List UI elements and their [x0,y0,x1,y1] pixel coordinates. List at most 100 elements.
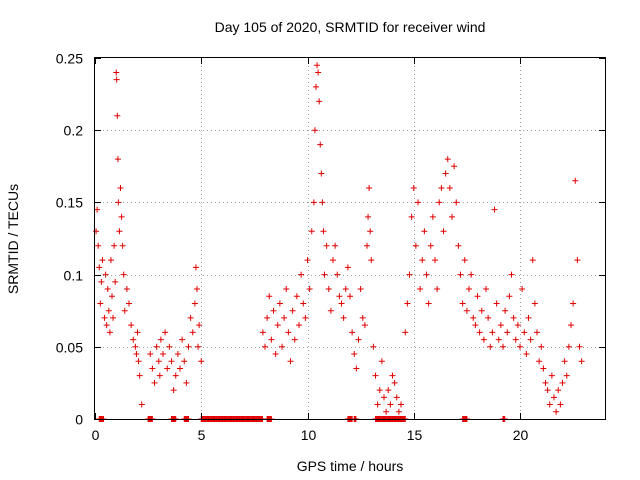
data-point [534,329,540,336]
data-point [160,351,166,358]
data-point [440,228,447,235]
data-point [555,387,562,394]
data-point [514,322,521,329]
data-point [383,408,390,415]
data-point [370,343,377,350]
data-point [395,408,402,415]
axis-ticks: 0 0.05 0.1 0.15 0.2 0.25 0 5 10 15 20 [56,51,605,443]
data-point [461,257,468,264]
data-point [174,351,181,358]
data-point [563,372,570,379]
data-point [453,199,460,206]
data-point [323,242,330,249]
data-point [99,257,106,264]
data-point [487,343,494,350]
data-point [355,336,362,343]
data-point [367,228,374,235]
data-point [183,379,190,386]
data-point [366,184,373,191]
data-point [376,387,383,394]
data-point [195,343,202,350]
data-point [508,271,515,278]
data-point [98,278,105,285]
data-point [325,286,332,293]
data-point [451,163,458,170]
data-point [192,264,199,271]
data-point [344,264,351,271]
data-point [425,300,432,307]
data-point [565,343,572,350]
data-point [185,343,192,350]
data-point [285,329,292,336]
data-point [559,379,566,386]
data-point [198,358,205,365]
data-point [166,343,173,350]
data-point [419,257,426,264]
data-point [259,329,266,336]
data-point [296,322,302,329]
data-point [308,228,315,235]
data-point [538,343,545,350]
data-point [334,271,341,278]
data-point [338,300,345,307]
data-point [266,293,273,300]
data-point [463,307,470,314]
data-point [118,213,125,220]
data-point [113,69,120,76]
data-point [187,314,194,321]
y-tick-label: 0.2 [64,123,84,139]
data-point [306,286,313,293]
data-point [551,394,557,401]
data-point [313,83,319,90]
x-tick-label: 5 [198,427,206,443]
data-point [156,372,163,379]
data-point [317,141,324,148]
data-point [429,213,436,220]
data-point [177,365,183,372]
data-point [391,379,398,386]
data-point [478,307,485,314]
data-point [525,314,532,321]
data-point [568,322,574,329]
data-point [132,343,139,350]
data-point [576,343,583,350]
data-point [493,300,500,307]
data-point [485,314,492,321]
data-point [123,286,130,293]
data-point [117,184,124,191]
data-point [172,372,179,379]
data-point [279,343,285,350]
data-point [361,322,368,329]
data-point [553,408,560,415]
data-point [114,112,121,119]
data-point [406,271,413,278]
data-point [457,271,464,278]
data-point [408,213,415,220]
data-point [432,257,438,264]
data-point [544,387,551,394]
data-point [136,372,143,379]
data-point [157,336,164,343]
data-point [170,387,177,394]
data-point [536,358,543,365]
data-point [283,286,290,293]
data-point [318,170,325,177]
data-point [302,314,309,321]
x-tick-label: 10 [301,427,317,443]
data-point [191,300,198,307]
data-point [104,286,111,293]
data-point [410,184,417,191]
data-point [179,336,186,343]
data-point [153,343,160,350]
data-point [446,184,453,191]
data-point [304,257,311,264]
data-point [548,372,555,379]
data-point [489,329,496,336]
data-point [164,365,171,372]
data-point [327,307,334,314]
data-point [531,300,538,307]
data-point [393,394,400,401]
chart-title: Day 105 of 2020, SRMTID for receiver win… [215,19,486,35]
data-point [268,336,275,343]
x-tick-label: 0 [92,427,100,443]
